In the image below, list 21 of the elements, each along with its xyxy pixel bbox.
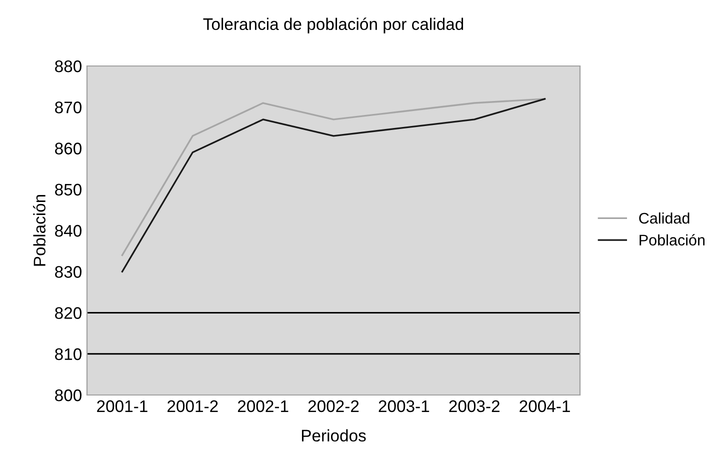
x-tick-label: 2004-1 — [520, 400, 570, 412]
x-tick-label: 2002-1 — [238, 400, 288, 412]
chart-title: Tolerancia de población por calidad — [203, 18, 464, 34]
x-tick-label: 2001-2 — [168, 400, 218, 412]
y-tick-label: 820 — [55, 307, 82, 319]
legend-label: Población — [640, 234, 705, 246]
x-tick-label: 2002-2 — [308, 400, 359, 412]
x-tick-label: 2003-2 — [449, 400, 500, 412]
y-tick-label: 880 — [55, 60, 82, 72]
x-tick-label: 2001-1 — [97, 400, 148, 412]
legend-label: Calidad — [639, 212, 690, 224]
x-axis-title: Periodos — [302, 429, 366, 442]
y-axis-title: Población — [33, 194, 46, 266]
y-tick-label: 800 — [55, 389, 82, 402]
y-tick-label: 870 — [55, 102, 82, 114]
y-tick-label: 840 — [55, 224, 82, 237]
y-tick-label: 810 — [55, 348, 82, 360]
y-tick-label: 850 — [55, 184, 82, 196]
y-tick-label: 830 — [55, 266, 82, 278]
x-tick-label: 2003-1 — [378, 400, 430, 412]
y-tick-label: 860 — [55, 142, 82, 154]
